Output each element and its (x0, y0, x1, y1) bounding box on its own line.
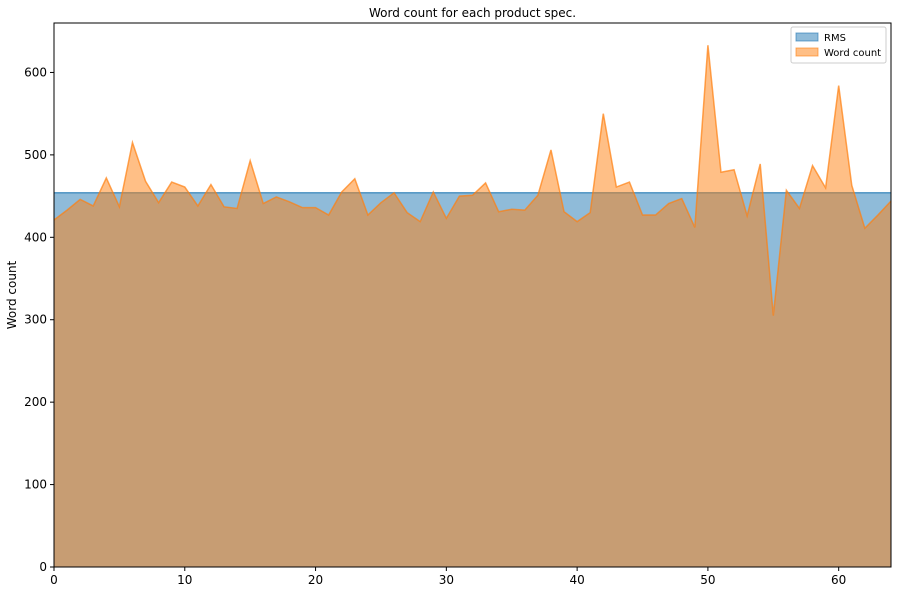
x-tick-label: 60 (831, 573, 846, 587)
plot-frame (53, 22, 892, 568)
y-tick-label: 200 (24, 395, 47, 409)
legend-label-rms: RMS (824, 33, 846, 44)
chart-title: Word count for each product spec. (369, 6, 576, 20)
y-axis-label: Word count (5, 260, 19, 329)
x-tick-label: 20 (308, 573, 323, 587)
y-tick-label: 300 (24, 313, 47, 327)
legend-swatch-word-count (795, 47, 819, 57)
y-axis: 0 100 200 300 400 500 600 (24, 65, 54, 574)
y-tick-label: 600 (24, 65, 47, 79)
x-axis: 0 10 20 30 40 50 60 (50, 567, 846, 587)
y-tick-label: 100 (24, 478, 47, 492)
legend-label-word-count: Word count (824, 48, 881, 59)
x-tick-label: 30 (439, 573, 454, 587)
x-tick-label: 10 (177, 573, 192, 587)
word-count-area (54, 45, 891, 567)
x-tick-label: 40 (569, 573, 584, 587)
y-tick-label: 0 (39, 560, 47, 574)
y-tick-label: 500 (24, 148, 47, 162)
legend-swatch-rms (795, 32, 819, 42)
word-count-line (53, 45, 892, 316)
y-tick-label: 400 (24, 230, 47, 244)
plot-area (53, 45, 892, 568)
x-tick-label: 50 (700, 573, 715, 587)
legend: RMS Word count (790, 26, 887, 64)
x-tick-label: 0 (50, 573, 58, 587)
